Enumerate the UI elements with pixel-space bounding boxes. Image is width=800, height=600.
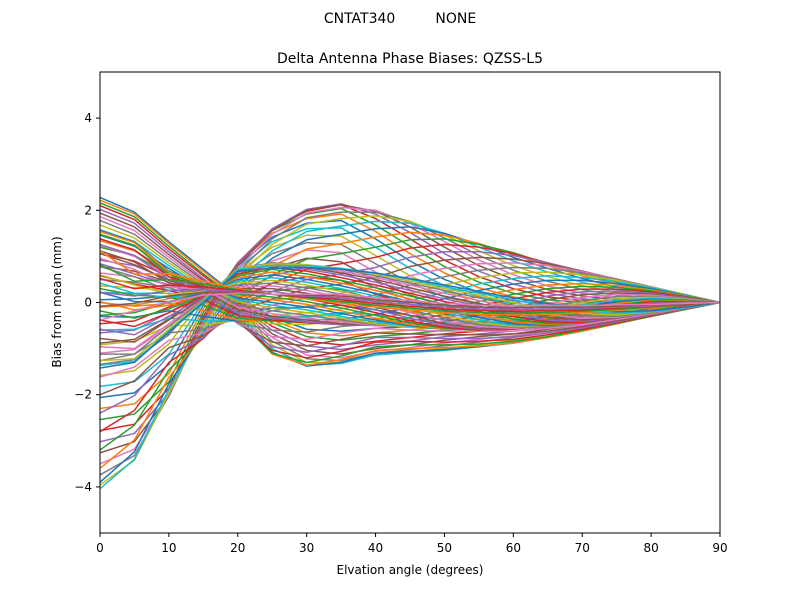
y-tick-label: 4 [84, 111, 92, 125]
chart-title: Delta Antenna Phase Biases: QZSS-L5 [277, 51, 543, 67]
y-tick-label: −4 [74, 480, 92, 494]
series-line-85 [100, 288, 720, 311]
series-line-53 [100, 285, 720, 325]
series-line-87 [100, 292, 720, 321]
x-tick-label: 60 [506, 541, 521, 555]
x-tick-label: 0 [96, 541, 104, 555]
y-tick-label: 2 [84, 203, 92, 217]
x-tick-label: 40 [368, 541, 383, 555]
figure-suptitle: CNTAT340 NONE [324, 11, 476, 27]
series-line-83 [100, 264, 720, 314]
y-axis-label: Bias from mean (mm) [50, 236, 64, 367]
series-line-84 [100, 277, 720, 313]
x-tick-label: 10 [161, 541, 176, 555]
x-tick-label: 70 [575, 541, 590, 555]
x-axis-label: Elvation angle (degrees) [337, 563, 484, 577]
x-tick-label: 50 [437, 541, 452, 555]
x-tick-label: 80 [643, 541, 658, 555]
y-tick-label: 0 [84, 296, 92, 310]
x-tick-label: 30 [299, 541, 314, 555]
x-tick-label: 90 [712, 541, 727, 555]
x-axis: 0 10 20 30 40 50 60 70 80 90 [96, 533, 728, 555]
series-line-62 [100, 230, 720, 330]
series-line-82 [100, 250, 720, 316]
y-axis: −4 −2 0 2 4 [74, 111, 100, 494]
y-tick-label: −2 [74, 388, 92, 402]
x-tick-label: 20 [230, 541, 245, 555]
series-line-81 [100, 266, 720, 369]
series-lines [100, 196, 720, 490]
series-line-86 [100, 291, 720, 309]
